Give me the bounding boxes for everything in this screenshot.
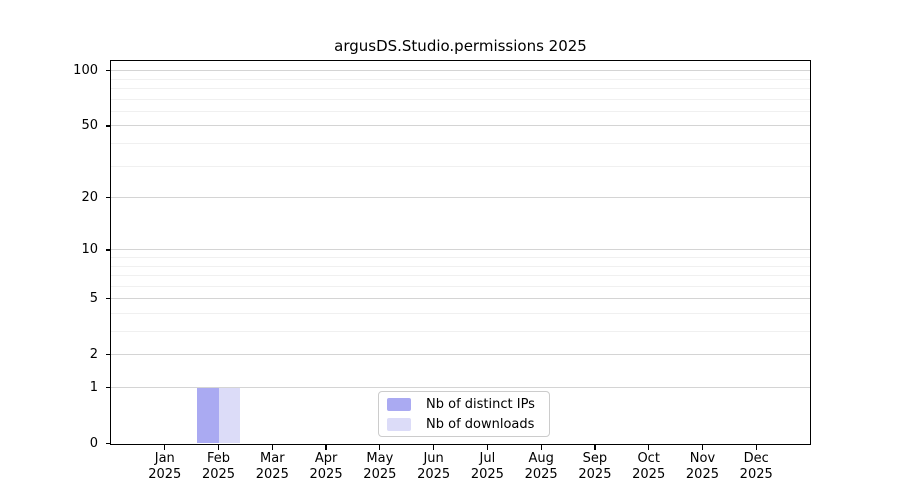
y-tick (105, 386, 111, 389)
legend-item-distinct-ips: Nb of distinct IPs (387, 395, 549, 413)
y-gridline-major (111, 387, 810, 389)
x-tick-label-line: 2025 (470, 466, 504, 482)
x-tick-label: Apr 2025 (298, 451, 354, 483)
x-tick-label: Jun 2025 (406, 451, 462, 483)
x-tick-label-line: 2025 (417, 466, 451, 482)
y-tick (105, 442, 111, 445)
y-tick (105, 298, 111, 300)
y-tick (105, 70, 111, 72)
x-tick-label: Mar 2025 (244, 451, 300, 483)
x-tick-label: May 2025 (352, 451, 408, 483)
y-gridline-major (111, 298, 810, 300)
x-tick-label: Feb 2025 (191, 451, 247, 483)
x-tick-label-line: 2025 (201, 466, 236, 482)
y-tick-label: 0 (89, 435, 98, 451)
y-tick-label: 1 (89, 379, 98, 395)
x-tick-label-line: Aug (528, 450, 554, 466)
y-gridline-minor (111, 265, 810, 267)
x-tick (701, 444, 704, 450)
x-tick-label-line: Oct (637, 450, 660, 466)
x-tick (486, 444, 489, 450)
x-tick-label-line: 2025 (363, 466, 397, 482)
x-tick (755, 444, 757, 450)
legend-label-downloads: Nb of downloads (426, 416, 535, 432)
x-tick-label-line: 2025 (524, 466, 558, 482)
x-tick-label-line: Feb (207, 450, 231, 466)
legend-swatch-distinct-ips-icon (387, 397, 411, 411)
legend-label-distinct-ips: Nb of distinct IPs (426, 396, 535, 412)
x-tick-label: Aug 2025 (513, 451, 569, 483)
bar-distinct-ips (197, 387, 219, 444)
y-gridline-minor (111, 285, 810, 287)
y-tick-label: 100 (73, 62, 98, 78)
x-tick-label: Dec 2025 (728, 451, 784, 483)
x-tick (648, 444, 650, 450)
y-tick-label: 20 (81, 189, 98, 205)
x-tick-label-line: Jul (479, 450, 496, 466)
x-tick-label: Sep 2025 (567, 451, 623, 483)
y-gridline-major (111, 197, 810, 199)
chart-title: argusDS.Studio.permissions 2025 (334, 37, 587, 55)
x-tick-label-line: Nov (689, 450, 716, 466)
y-tick (105, 196, 111, 199)
y-tick-label: 50 (81, 117, 98, 133)
y-gridline-minor (111, 111, 810, 112)
x-tick-label-line: 2025 (632, 466, 666, 482)
legend-swatch-downloads-icon (387, 417, 411, 431)
y-gridline-minor (111, 313, 810, 315)
x-tick (432, 444, 435, 450)
x-tick-label-line: May (366, 450, 394, 466)
x-tick-label: Nov 2025 (674, 451, 730, 483)
x-tick-label: Jan 2025 (137, 451, 193, 483)
y-gridline-minor (111, 165, 810, 167)
x-tick (379, 444, 381, 450)
x-tick-label-line: Apr (314, 450, 338, 466)
y-gridline-minor (111, 143, 810, 145)
x-tick-label-line: Dec (743, 450, 769, 466)
y-gridline-major (111, 70, 810, 72)
x-tick-label-line: 2025 (148, 466, 182, 482)
legend: Nb of distinct IPs Nb of downloads (378, 391, 550, 437)
x-tick (217, 444, 220, 450)
x-tick (325, 444, 327, 450)
x-tick-label-line: Jun (423, 450, 444, 466)
x-tick-label-line: Mar (260, 450, 285, 466)
y-tick (105, 249, 111, 251)
y-gridline-minor (111, 275, 810, 277)
x-tick (271, 444, 273, 450)
x-tick-label-line: Sep (582, 450, 608, 466)
y-gridline-minor (111, 88, 810, 90)
y-gridline-major (111, 125, 810, 127)
x-tick (594, 444, 596, 450)
y-tick (105, 125, 111, 127)
y-gridline-major (111, 249, 810, 251)
x-tick-label: Oct 2025 (621, 451, 677, 483)
y-tick-label: 5 (89, 290, 98, 306)
x-tick-label-line: 2025 (309, 466, 343, 482)
x-tick-label-line: 2025 (739, 466, 773, 482)
legend-item-downloads: Nb of downloads (387, 415, 549, 433)
y-gridline-minor (111, 257, 810, 259)
x-tick-label-line: 2025 (255, 466, 289, 482)
plot-area (110, 60, 811, 445)
x-tick-label-line: Jan (154, 450, 175, 466)
y-tick-label: 10 (81, 241, 98, 257)
x-tick-label: Jul 2025 (459, 451, 515, 483)
y-tick (105, 354, 111, 356)
y-gridline-minor (111, 98, 810, 100)
x-tick (164, 444, 166, 450)
y-gridline-minor (111, 78, 810, 80)
x-tick-label-line: 2025 (578, 466, 612, 482)
y-gridline-minor (111, 331, 810, 333)
x-tick (540, 444, 542, 450)
x-tick-label-line: 2025 (685, 466, 719, 482)
y-tick-label: 2 (89, 346, 98, 362)
y-gridline-major (111, 354, 810, 356)
bar-downloads (218, 387, 241, 444)
